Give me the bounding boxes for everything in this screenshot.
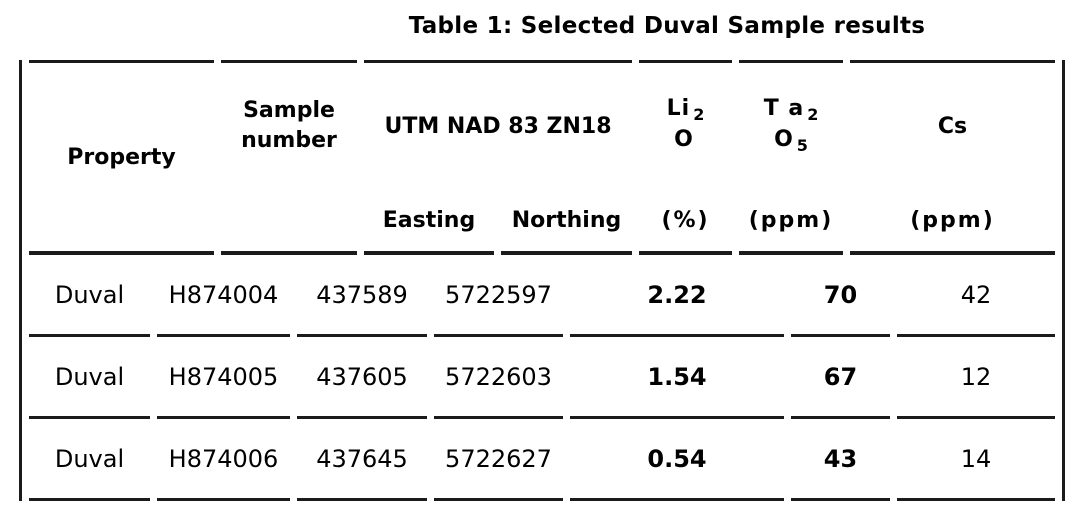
table-row: Duval H874006 437645 5722627 0.54 43 14 — [29, 419, 1055, 501]
cell-li2o: 2.22 — [570, 255, 784, 337]
cell-li2o: 0.54 — [570, 419, 784, 501]
cell-li2o: 1.54 — [570, 337, 784, 419]
cell-northing: 5722627 — [434, 419, 563, 501]
cell-northing: 5722597 — [434, 255, 563, 337]
cell-property: Duval — [29, 255, 150, 337]
col-header-ta2o5-unit: (ppm) — [739, 189, 844, 255]
table-body: Duval H874004 437589 5722597 2.22 70 42 … — [22, 255, 1062, 501]
col-header-utm: UTM NAD 83 ZN18 — [364, 60, 633, 189]
cell-cs: 14 — [897, 419, 1055, 501]
col-header-easting: Easting — [364, 189, 494, 255]
sample-number-spacer-cell — [221, 189, 357, 255]
cell-cs: 12 — [897, 337, 1055, 419]
li2o-sub1: 2 — [693, 105, 705, 125]
col-header-sample-number: Sample number — [221, 60, 357, 189]
cell-ta2o5: 67 — [791, 337, 890, 419]
cell-property: Duval — [29, 337, 150, 419]
li2o-base1: Li — [666, 95, 691, 121]
ta2o5-sub1: 2 — [807, 105, 819, 125]
col-header-cs: Cs — [850, 60, 1056, 189]
sample-results-table: Property Sample number UTM NAD 83 ZN18 L… — [19, 60, 1065, 501]
ta2o5-sub2: 5 — [796, 136, 808, 156]
cell-sample-number: H874004 — [157, 255, 290, 337]
cell-cs: 42 — [897, 255, 1055, 337]
cell-property: Duval — [29, 419, 150, 501]
table-header: Property Sample number UTM NAD 83 ZN18 L… — [22, 60, 1062, 255]
li2o-base2: O — [674, 127, 694, 152]
cell-sample-number: H874005 — [157, 337, 290, 419]
col-header-cs-unit: (ppm) — [850, 189, 1056, 255]
cell-easting: 437589 — [297, 255, 427, 337]
col-header-li2o: Li 2 O — [639, 60, 733, 189]
cell-sample-number: H874006 — [157, 419, 290, 501]
ta2o5-base1: T a — [763, 95, 805, 121]
ta2o5-base2: O — [774, 127, 794, 152]
cell-easting: 437645 — [297, 419, 427, 501]
col-header-property: Property — [29, 60, 214, 255]
cell-ta2o5: 43 — [791, 419, 890, 501]
table-title: Table 1: Selected Duval Sample results — [408, 13, 926, 39]
cell-easting: 437605 — [297, 337, 427, 419]
cell-northing: 5722603 — [434, 337, 563, 419]
col-header-northing: Northing — [501, 189, 633, 255]
cell-ta2o5: 70 — [791, 255, 890, 337]
table-row: Duval H874005 437605 5722603 1.54 67 12 — [29, 337, 1055, 419]
table-row: Duval H874004 437589 5722597 2.22 70 42 — [29, 255, 1055, 337]
col-header-li2o-unit: (%) — [639, 189, 733, 255]
